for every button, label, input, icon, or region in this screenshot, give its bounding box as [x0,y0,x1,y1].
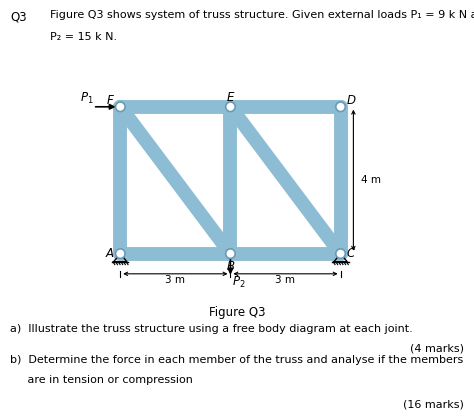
Text: $P_1$: $P_1$ [81,91,94,106]
Circle shape [336,249,346,258]
Text: D: D [347,94,356,107]
Text: b)  Determine the force in each member of the truss and analyse if the members: b) Determine the force in each member of… [10,355,464,365]
Text: are in tension or compression: are in tension or compression [10,375,193,385]
Text: F: F [107,94,113,107]
Text: 3 m: 3 m [275,276,295,286]
Text: E: E [227,91,234,104]
Circle shape [116,102,125,112]
Text: Figure Q3: Figure Q3 [209,306,265,319]
Text: 3 m: 3 m [165,276,185,286]
Text: A: A [106,247,114,260]
Text: (16 marks): (16 marks) [403,400,464,410]
Text: Figure Q3 shows system of truss structure. Given external loads P₁ = 9 k N and: Figure Q3 shows system of truss structur… [50,10,474,21]
Text: $P_2$: $P_2$ [232,275,245,290]
Circle shape [116,249,125,258]
Text: P₂ = 15 k N.: P₂ = 15 k N. [50,32,117,42]
Circle shape [336,102,346,112]
Text: (4 marks): (4 marks) [410,343,464,353]
Text: C: C [346,247,355,260]
Circle shape [226,249,235,258]
Text: Q3: Q3 [10,10,27,24]
Text: B: B [227,260,235,273]
Text: 4 m: 4 m [361,175,381,185]
Text: a)  Illustrate the truss structure using a free body diagram at each joint.: a) Illustrate the truss structure using … [10,324,413,334]
Circle shape [226,102,235,112]
